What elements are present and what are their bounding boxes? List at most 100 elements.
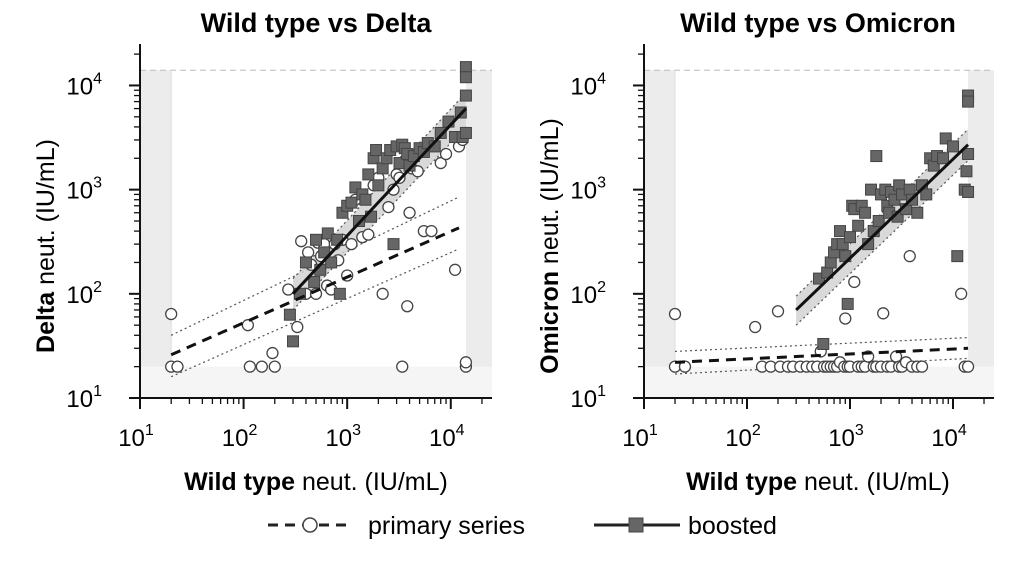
ci-lower-boosted (292, 126, 467, 311)
point-primary (345, 237, 358, 251)
point-boosted (376, 162, 389, 175)
point-boosted (937, 152, 950, 165)
point-boosted (870, 150, 883, 163)
upper-x-limit-band (465, 70, 492, 367)
point-boosted (962, 147, 975, 160)
point-boosted (903, 183, 916, 196)
point-boosted (947, 140, 960, 153)
point-primary (266, 346, 279, 360)
point-boosted (459, 71, 472, 84)
y-tick-label: 101 (570, 383, 606, 413)
point-boosted (859, 206, 872, 219)
legend-boosted-label: boosted (688, 512, 777, 540)
point-primary (848, 275, 861, 289)
point-primary (243, 360, 257, 373)
point-boosted (459, 126, 472, 139)
upper-x-limit-band (968, 70, 994, 367)
point-boosted (911, 206, 924, 219)
y-tick-label: 103 (66, 175, 102, 205)
point-boosted (308, 275, 321, 288)
point-boosted (951, 250, 964, 263)
panel-wild-type-vs-delta: Wild type vs Delta Wild type neut. (IU/m… (32, 8, 492, 496)
point-primary (955, 287, 968, 300)
point-primary (961, 360, 975, 373)
point-boosted (841, 297, 854, 310)
point-boosted (333, 287, 346, 300)
point-primary (268, 360, 281, 373)
point-primary (401, 300, 414, 313)
point-boosted (283, 308, 296, 321)
point-primary (376, 287, 389, 300)
y-tick-label: 102 (66, 279, 102, 309)
x-tick-label: 102 (725, 422, 761, 452)
point-boosted (349, 181, 362, 194)
x-tick-label: 103 (325, 422, 361, 452)
y-tick-label: 102 (570, 279, 606, 309)
point-boosted (824, 256, 837, 269)
point-boosted (834, 225, 847, 238)
point-boosted (321, 227, 334, 240)
point-boosted (962, 185, 975, 198)
x-tick-label: 104 (429, 422, 465, 452)
fit-line-boosted (795, 143, 970, 312)
ci-upper-primary (170, 196, 460, 336)
point-primary (448, 263, 462, 276)
fit-lines (674, 143, 970, 364)
panel-title: Wild type vs Omicron (680, 8, 956, 38)
panel-title: Wild type vs Delta (201, 8, 433, 38)
fit-line-primary (170, 226, 460, 357)
point-boosted (362, 168, 375, 181)
point-primary (459, 356, 473, 369)
point-boosted (960, 165, 973, 178)
point-boosted (836, 238, 849, 251)
point-primary (771, 305, 785, 318)
point-primary (291, 320, 304, 334)
point-boosted (813, 272, 825, 285)
panel-wild-type-vs-omicron: Wild type vs Omicron Wild type neut. (IU… (536, 8, 994, 496)
point-boosted (299, 256, 312, 269)
point-boosted (962, 95, 975, 108)
point-primary (439, 147, 453, 161)
lower-x-limit-band (644, 70, 676, 367)
point-boosted (844, 231, 857, 244)
point-primary (839, 312, 852, 325)
point-primary (668, 307, 682, 321)
x-tick-label: 103 (828, 422, 864, 452)
point-boosted (387, 238, 400, 251)
point-boosted (359, 193, 372, 206)
lower-x-limit-band (140, 70, 172, 367)
x-tick-label: 102 (222, 422, 258, 452)
point-primary (877, 307, 890, 320)
point-boosted (817, 337, 830, 350)
legend-primary-marker (302, 517, 318, 533)
fit-line-primary (674, 346, 969, 364)
point-boosted (865, 183, 878, 196)
y-tick-label: 104 (66, 70, 102, 100)
point-boosted (372, 179, 385, 192)
legend: primary series boosted (268, 512, 777, 540)
x-tick-label: 101 (118, 422, 154, 452)
y-tick-label: 104 (570, 70, 606, 100)
point-primary (434, 156, 447, 170)
confidence-bands (674, 128, 969, 375)
point-boosted (852, 219, 865, 232)
point-boosted (345, 196, 358, 209)
axes: 101 102 103 104 101 102 103 104 (570, 44, 994, 452)
y-axis-label: Delta neut. (IU/mL) (32, 139, 60, 353)
point-primary (302, 246, 315, 259)
point-primary (241, 319, 255, 332)
point-boosted (434, 126, 447, 139)
point-boosted (872, 215, 885, 227)
point-primary (915, 360, 929, 373)
point-primary (295, 235, 308, 248)
y-axis-label: Omicron neut. (IU/mL) (536, 118, 564, 374)
x-tick-label: 104 (931, 422, 967, 452)
point-boosted (920, 188, 933, 201)
point-boosted (310, 233, 322, 246)
point-boosted (459, 61, 472, 74)
x-axis-label: Wild type neut. (IU/mL) (686, 468, 950, 496)
limit-bands (140, 69, 492, 398)
axes: 101 102 103 104 101 102 103 104 (66, 44, 492, 452)
y-tick-label: 103 (570, 175, 606, 205)
point-boosted (287, 335, 300, 348)
